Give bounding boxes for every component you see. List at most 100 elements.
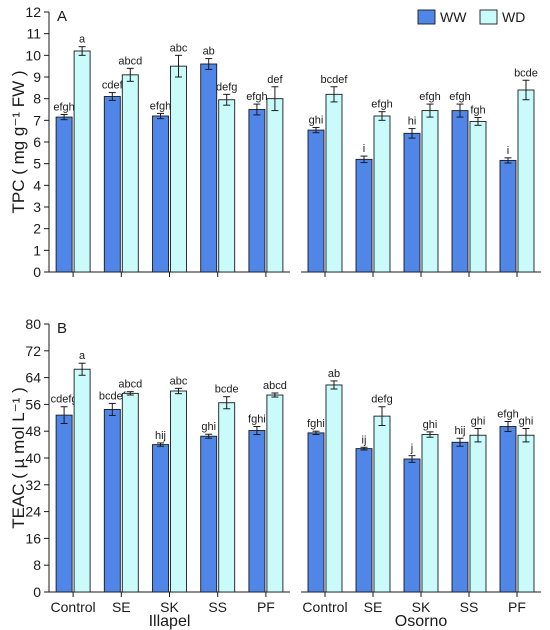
legend-swatch-wd — [479, 9, 498, 25]
bar-ww — [103, 408, 121, 593]
significance-letter: hi — [408, 116, 417, 128]
y-tick-label: 8 — [33, 91, 41, 107]
y-tick-label: 80 — [25, 316, 41, 332]
significance-letter: efgh — [497, 408, 518, 420]
significance-letter: ghi — [201, 421, 216, 433]
significance-letter: bcde — [215, 384, 239, 396]
significance-letter: bcde — [514, 67, 538, 79]
y-tick-label: 7 — [33, 112, 41, 128]
significance-letter: efgh — [53, 101, 74, 113]
significance-letter: ghi — [309, 114, 324, 126]
x-tick-label: SE — [364, 599, 383, 615]
significance-letter: a — [79, 350, 86, 362]
legend: WW WD — [417, 9, 525, 25]
group-illapel: ControlcdefgaSEbcdefabcdSKhijabcSSghibcd… — [49, 350, 290, 615]
y-tick-label: 32 — [25, 477, 41, 493]
significance-letter: cdefg — [51, 394, 78, 406]
significance-letter: abcd — [118, 55, 142, 67]
bar-ww — [103, 96, 121, 273]
y-tick-label: 3 — [33, 199, 41, 215]
bar-ww — [403, 132, 421, 273]
x-tick-label: PF — [508, 599, 526, 615]
significance-letter: abcd — [263, 380, 287, 392]
y-tick-label: 24 — [25, 504, 41, 520]
bar-ww — [200, 63, 218, 273]
significance-letter: j — [410, 443, 413, 455]
significance-letter: efgh — [449, 91, 470, 103]
bar-ww — [152, 444, 169, 593]
y-tick-label: 64 — [25, 370, 41, 386]
y-tick-label: 2 — [33, 221, 41, 237]
bar-wd — [469, 120, 487, 273]
significance-letter: i — [507, 145, 509, 157]
x-tick-label: SS — [208, 599, 227, 615]
significance-letter: abc — [170, 42, 188, 54]
legend-label-wd: WD — [502, 9, 525, 25]
bar-ww — [307, 129, 325, 273]
bar-ww — [200, 435, 218, 593]
y-tick-label: 6 — [33, 134, 41, 150]
significance-letter: fghi — [307, 418, 325, 430]
y-tick-label: 12 — [25, 4, 41, 20]
y-tick-label: 8 — [33, 557, 41, 573]
y-tick-label: 72 — [25, 343, 41, 359]
bar-ww — [499, 426, 517, 593]
panel-letter: A — [57, 8, 67, 25]
bar-wd — [373, 115, 391, 273]
legend-swatch-ww — [417, 9, 436, 25]
significance-letter: abc — [170, 375, 188, 387]
significance-letter: def — [267, 74, 283, 86]
bar-ww — [55, 116, 73, 273]
significance-letter: cdef — [102, 80, 124, 92]
panel-B: 0 8 16 24 32 40 48 56 64 72 80 TEAC ( µ mol L⁻¹ ) B C… — [9, 316, 541, 615]
y-tick-label: 9 — [33, 69, 41, 85]
group-osorno: ControlfghiabSEijdefgSKjghiSShijghiPFefg… — [301, 368, 541, 615]
x-tick-label: SK — [160, 599, 179, 615]
bar-wd — [73, 368, 91, 593]
significance-letter: bcdef — [99, 390, 127, 402]
y-tick-label: 56 — [25, 396, 41, 412]
y-tick-label: 1 — [33, 242, 41, 258]
bar-wd — [266, 98, 284, 273]
legend-label-ww: WW — [440, 9, 467, 25]
bar-ww — [152, 115, 169, 273]
group-label-illapel: Illapel — [149, 613, 191, 630]
significance-letter: hij — [454, 425, 465, 437]
y-tick-label: 11 — [26, 26, 41, 42]
x-tick-label: SS — [460, 599, 479, 615]
group-labels: Illapel Osorno — [149, 613, 448, 630]
bar-wd — [121, 74, 139, 273]
bar-ww — [248, 430, 266, 593]
y-tick-label: 10 — [25, 47, 41, 63]
bar-wd — [73, 50, 91, 273]
bar-wd — [373, 415, 391, 593]
significance-letter: bcdef — [321, 74, 349, 86]
x-tick-label: SE — [112, 599, 131, 615]
bar-wd — [325, 93, 343, 273]
bar-wd — [121, 392, 139, 593]
bar-wd — [421, 110, 439, 273]
significance-letter: ghi — [471, 416, 486, 428]
significance-letter: i — [363, 143, 365, 155]
significance-letter: a — [79, 34, 86, 46]
bar-ww — [451, 441, 469, 593]
bar-ww — [451, 110, 469, 273]
bar-ww — [403, 458, 421, 593]
bar-wd — [170, 390, 187, 593]
y-tick-label: 48 — [25, 423, 41, 439]
significance-letter: efgh — [150, 100, 171, 112]
bar-wd — [266, 394, 284, 593]
bar-wd — [170, 65, 187, 273]
y-tick-label: 0 — [33, 264, 41, 280]
significance-letter: efgh — [371, 99, 392, 111]
bar-wd — [325, 384, 343, 593]
group-label-osorno: Osorno — [395, 613, 448, 630]
y-tick-label: 0 — [33, 584, 41, 600]
bar-wd — [218, 402, 236, 593]
significance-letter: ij — [362, 434, 367, 446]
significance-letter: ab — [328, 368, 340, 380]
y-axis-label: TPC ( mg g⁻¹ FW ) — [9, 70, 28, 213]
